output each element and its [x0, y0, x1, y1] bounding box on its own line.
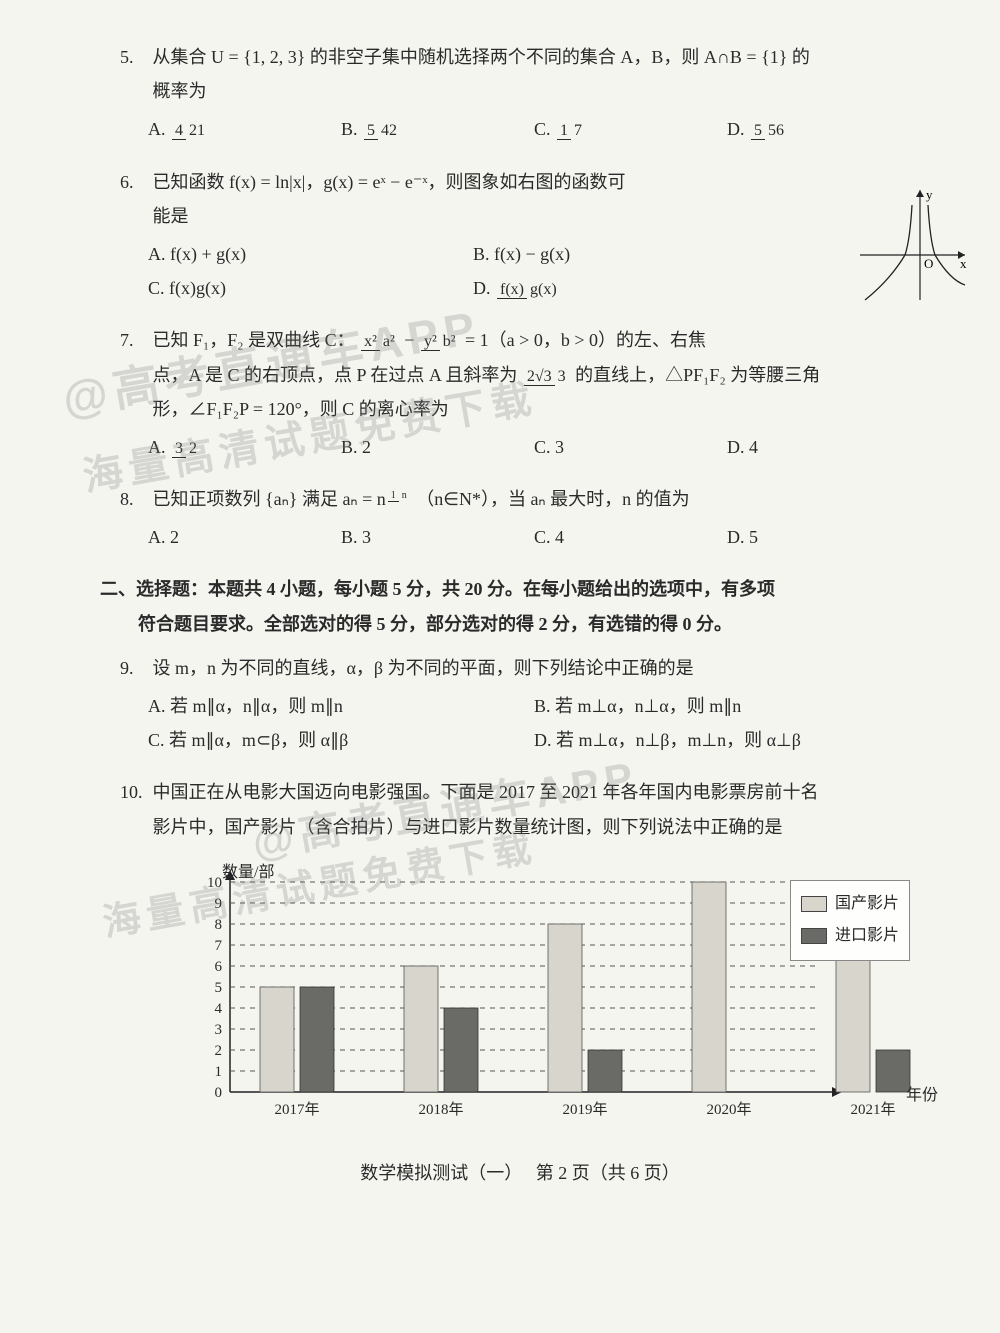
q7-opt-c: C. 3 [534, 430, 727, 464]
svg-text:5: 5 [215, 980, 223, 996]
q6-opt-d: D. f(x)g(x) [473, 271, 798, 305]
q6-text-l1: 已知函数 f(x) = ln|x|，g(x) = eˣ − e⁻ˣ，则图象如右图… [153, 172, 626, 192]
svg-text:2019年: 2019年 [562, 1101, 607, 1118]
q8-opt-b: B. 3 [341, 520, 534, 554]
question-6: 6. 已知函数 f(x) = ln|x|，g(x) = eˣ − e⁻ˣ，则图象… [120, 165, 920, 306]
svg-text:2017年: 2017年 [274, 1101, 319, 1118]
q8-body: 已知正项数列 {aₙ} 满足 aₙ = n1n （n∈N*），当 aₙ 最大时，… [153, 482, 913, 516]
q6-options: A. f(x) + g(x) B. f(x) − g(x) C. f(x)g(x… [148, 237, 798, 305]
q9-number: 9. [120, 651, 148, 685]
q5-body: 从集合 U = {1, 2, 3} 的非空子集中随机选择两个不同的集合 A，B，… [153, 40, 913, 108]
svg-text:3: 3 [215, 1022, 223, 1038]
q8-opt-a: A. 2 [148, 520, 341, 554]
q8-options: A. 2 B. 3 C. 4 D. 5 [148, 520, 920, 554]
svg-text:2: 2 [215, 1043, 223, 1059]
question-5: 5. 从集合 U = {1, 2, 3} 的非空子集中随机选择两个不同的集合 A… [120, 40, 920, 147]
q5-opt-b: B. 542 [341, 112, 534, 146]
question-7: 7. 已知 F₁，F₂ 是双曲线 C： x²a² − y²b² = 1（a > … [120, 323, 920, 464]
q9-opt-a: A. 若 m∥α，n∥α，则 m∥n [148, 689, 534, 723]
q9-opt-b: B. 若 m⊥α，n⊥α，则 m∥n [534, 689, 920, 723]
q9-options: A. 若 m∥α，n∥α，则 m∥n B. 若 m⊥α，n⊥α，则 m∥n C.… [148, 689, 920, 757]
q7-options: A. 32 B. 2 C. 3 D. 4 [148, 430, 920, 464]
q5-opt-a: A. 421 [148, 112, 341, 146]
q5-opt-c: C. 17 [534, 112, 727, 146]
q6-body: 已知函数 f(x) = ln|x|，g(x) = eˣ − e⁻ˣ，则图象如右图… [153, 165, 773, 233]
q8-number: 8. [120, 482, 148, 516]
q6-graph-o: O [924, 256, 933, 271]
q8-opt-d: D. 5 [727, 520, 920, 554]
svg-text:1: 1 [215, 1064, 223, 1080]
svg-text:4: 4 [215, 1001, 223, 1017]
section-2-heading: 二、选择题：本题共 4 小题，每小题 5 分，共 20 分。在每小题给出的选项中… [100, 572, 920, 640]
q5-options: A. 421 B. 542 C. 17 D. 556 [148, 112, 920, 146]
q6-graph-x: x [960, 256, 967, 271]
q6-number: 6. [120, 165, 148, 199]
page-footer: 数学模拟测试（一） 第 2 页（共 6 页） [120, 1156, 920, 1190]
svg-text:10: 10 [207, 875, 222, 891]
svg-text:8: 8 [215, 917, 223, 933]
q6-graph: x y O [850, 185, 970, 305]
q7-body: 已知 F₁，F₂ 是双曲线 C： x²a² − y²b² = 1（a > 0，b… [153, 323, 913, 426]
q5-text-l2: 概率为 [153, 81, 207, 101]
q6-opt-b: B. f(x) − g(x) [473, 237, 798, 271]
q9-opt-d: D. 若 m⊥α，n⊥β，m⊥n，则 α⊥β [534, 723, 920, 757]
svg-text:0: 0 [215, 1085, 223, 1101]
q5-text-l1: 从集合 U = {1, 2, 3} 的非空子集中随机选择两个不同的集合 A，B，… [153, 47, 810, 67]
svg-text:7: 7 [215, 938, 223, 954]
q8-opt-c: C. 4 [534, 520, 727, 554]
q7-opt-b: B. 2 [341, 430, 534, 464]
q10-number: 10. [120, 775, 148, 809]
q6-opt-c: C. f(x)g(x) [148, 271, 473, 305]
chart-ylabel: 数量/部 [222, 858, 274, 888]
svg-text:6: 6 [215, 959, 223, 975]
q9-text: 设 m，n 为不同的直线，α，β 为不同的平面，则下列结论中正确的是 [153, 651, 913, 685]
q5-number: 5. [120, 40, 148, 74]
q7-opt-a: A. 32 [148, 430, 341, 464]
legend-series2: 进口影片 [801, 921, 899, 951]
svg-text:2020年: 2020年 [706, 1101, 751, 1118]
chart-xlabel: 年份 [906, 1081, 938, 1111]
svg-text:9: 9 [215, 896, 223, 912]
question-9: 9. 设 m，n 为不同的直线，α，β 为不同的平面，则下列结论中正确的是 A.… [120, 651, 920, 758]
chart-legend: 国产影片 进口影片 [790, 880, 910, 961]
question-8: 8. 已知正项数列 {aₙ} 满足 aₙ = n1n （n∈N*），当 aₙ 最… [120, 482, 920, 554]
bar-chart: 数量/部 年份 国产影片 进口影片 0123456789102017年2018年… [180, 862, 920, 1132]
q5-opt-d: D. 556 [727, 112, 920, 146]
svg-text:2018年: 2018年 [418, 1101, 463, 1118]
legend-swatch-2 [801, 928, 827, 944]
legend-swatch-1 [801, 896, 827, 912]
q6-text-l2: 能是 [153, 206, 189, 226]
q7-opt-d: D. 4 [727, 430, 920, 464]
q7-number: 7. [120, 323, 148, 357]
question-10: 10. 中国正在从电影大国迈向电影强国。下面是 2017 至 2021 年各年国… [120, 775, 920, 843]
svg-text:2021年: 2021年 [850, 1101, 895, 1118]
q9-opt-c: C. 若 m∥α，m⊂β，则 α∥β [148, 723, 534, 757]
q6-graph-y: y [926, 187, 933, 202]
legend-series1: 国产影片 [801, 889, 899, 919]
q10-body: 中国正在从电影大国迈向电影强国。下面是 2017 至 2021 年各年国内电影票… [153, 775, 913, 843]
q6-opt-a: A. f(x) + g(x) [148, 237, 473, 271]
